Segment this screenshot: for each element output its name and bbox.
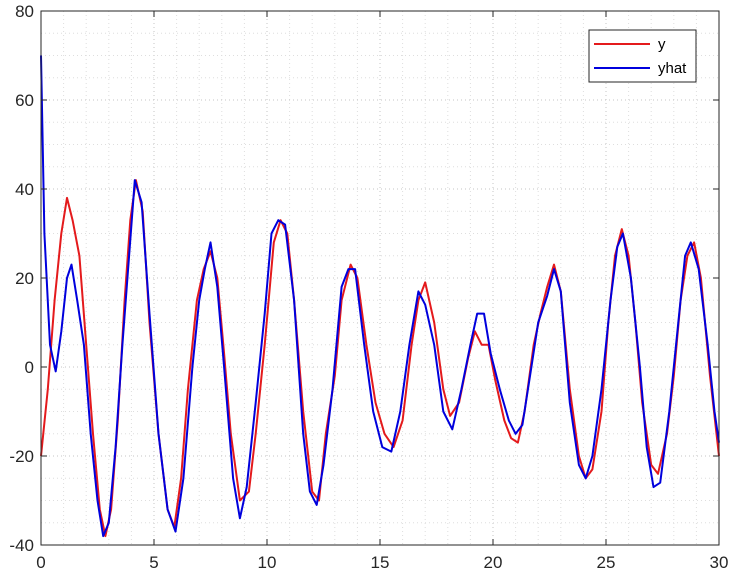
tick-marks: [40, 10, 720, 546]
y-tick-label: -20: [9, 447, 34, 466]
series-layer: [40, 55, 720, 538]
y-tick-label: 60: [15, 91, 34, 110]
y-tick-label: 20: [15, 269, 34, 288]
tick-labels: 0 5 10 15 20 25 30 -40 -20 0 20 40 60 80: [9, 2, 728, 572]
x-tick-label: 25: [597, 553, 616, 572]
y-tick-label: 0: [25, 358, 34, 377]
x-tick-label: 5: [149, 553, 158, 572]
y-tick-label: -40: [9, 536, 34, 555]
legend: y yhat: [588, 29, 697, 83]
x-tick-label: 10: [258, 553, 277, 572]
x-tick-label: 15: [371, 553, 390, 572]
x-tick-label: 30: [710, 553, 729, 572]
grid: [41, 11, 719, 545]
legend-box: [588, 29, 697, 83]
x-tick-label: 0: [36, 553, 45, 572]
series-line-yhat: [40, 55, 720, 538]
legend-label-y: y: [658, 36, 666, 53]
legend-label-yhat: yhat: [658, 60, 687, 77]
y-tick-label: 40: [15, 180, 34, 199]
y-tick-label: 80: [15, 2, 34, 21]
x-tick-label: 20: [484, 553, 503, 572]
